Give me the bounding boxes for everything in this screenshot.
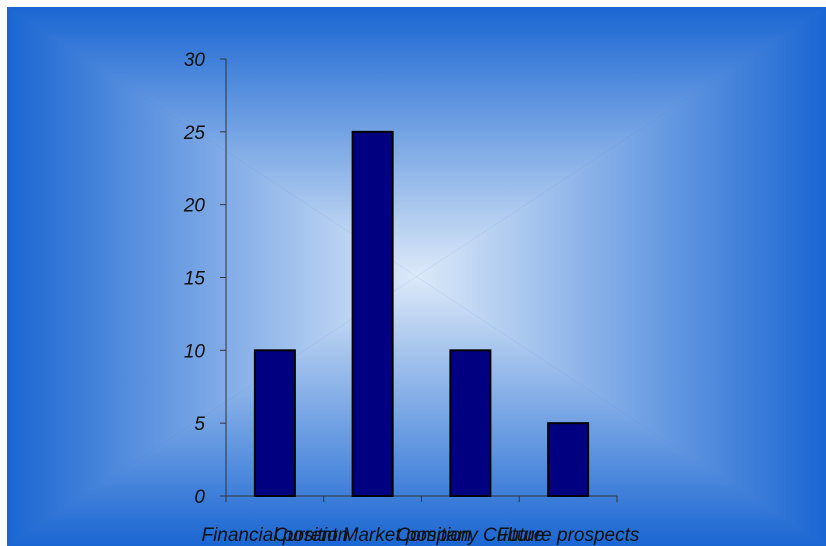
y-tick-labels: 0 5 10 15 20 25 30	[183, 50, 206, 508]
bar	[547, 422, 590, 497]
y-tick-label: 25	[183, 123, 206, 144]
bar	[351, 130, 394, 497]
bar	[253, 349, 296, 498]
x-category-label: Future prospects	[497, 525, 640, 546]
radial-gradient-background	[7, 7, 826, 546]
x-category-label: Financial position	[201, 525, 348, 546]
x-category-label: Current Market position	[274, 525, 471, 546]
y-tick-label: 30	[184, 50, 206, 71]
y-tick-label: 10	[184, 341, 206, 362]
x-category-label: Company Culture	[396, 525, 544, 546]
y-tick-label: 15	[184, 269, 206, 290]
y-tick-label: 20	[183, 196, 206, 217]
y-tick-label: 5	[194, 414, 205, 435]
slide-frame: 0 5 10 15 20 25 30 Financial position Current M…	[7, 7, 826, 546]
bars	[253, 130, 590, 498]
y-tick-label: 0	[194, 487, 205, 508]
bar	[449, 349, 492, 498]
